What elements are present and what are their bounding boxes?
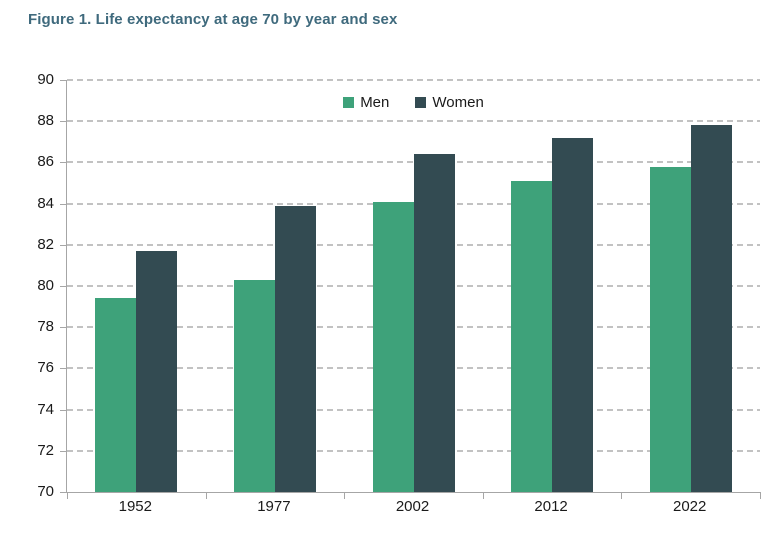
gridline-90	[67, 79, 760, 81]
y-tick-label-80: 80	[37, 277, 54, 294]
bar-men-2002	[372, 201, 414, 492]
figure-title: Figure 1. Life expectancy at age 70 by y…	[28, 11, 398, 28]
gridline-88	[67, 120, 760, 123]
bar-men-2022	[649, 166, 691, 492]
x-axis-tick-3	[482, 492, 484, 499]
plot-area: Men Women	[60, 79, 761, 499]
bar-men-1952	[95, 298, 137, 492]
x-tick-label-2002: 2002	[395, 498, 430, 515]
x-tick-label-1952: 1952	[118, 498, 152, 515]
y-tick-label-90: 90	[37, 71, 54, 88]
bar-women-2022	[690, 125, 732, 492]
y-axis-tick-70	[60, 492, 67, 493]
y-axis-tick-84	[60, 203, 67, 205]
x-axis-tick-5	[760, 492, 761, 499]
men-color-swatch-icon	[343, 97, 355, 108]
bar-women-1977	[274, 205, 316, 492]
y-tick-label-74: 74	[37, 400, 54, 418]
y-tick-label-88: 88	[37, 112, 54, 130]
legend-label-women: Women	[432, 94, 484, 111]
y-axis-tick-82	[60, 244, 67, 246]
y-tick-label-76: 76	[37, 359, 54, 377]
x-axis-tick-2	[344, 492, 346, 499]
legend-label-men: Men	[360, 94, 390, 111]
y-axis-tick-76	[60, 368, 67, 370]
bar-men-1977	[233, 279, 275, 492]
x-axis-tick-0	[67, 492, 68, 499]
y-axis-tick-88	[60, 121, 67, 123]
legend-item-men: Men	[343, 94, 389, 111]
y-axis-tick-72	[60, 450, 67, 452]
legend-item-women: Women	[415, 94, 484, 111]
x-axis-tick-1	[205, 492, 207, 499]
y-tick-label-78: 78	[37, 318, 54, 336]
bar-women-1952	[136, 250, 178, 492]
x-tick-label-1977: 1977	[257, 498, 291, 515]
x-tick-label-2022: 2022	[673, 498, 707, 515]
legend: Men Women	[67, 94, 760, 111]
bar-women-2012	[552, 137, 594, 492]
y-tick-label-70: 70	[37, 483, 54, 500]
bar-men-2012	[511, 180, 553, 492]
y-axis-tick-78	[60, 327, 67, 329]
x-axis-tick-4	[621, 492, 623, 499]
y-tick-label-84: 84	[37, 194, 54, 212]
y-tick-label-86: 86	[37, 153, 54, 171]
y-tick-label-82: 82	[37, 235, 54, 253]
y-axis-tick-74	[60, 409, 67, 411]
women-color-swatch-icon	[415, 97, 427, 108]
y-tick-label-72: 72	[37, 441, 54, 459]
x-tick-label-2012: 2012	[534, 498, 568, 515]
y-axis-tick-90	[60, 80, 67, 81]
y-axis-tick-80	[60, 286, 67, 287]
bar-women-2002	[413, 154, 455, 492]
y-axis-tick-86	[60, 162, 67, 164]
